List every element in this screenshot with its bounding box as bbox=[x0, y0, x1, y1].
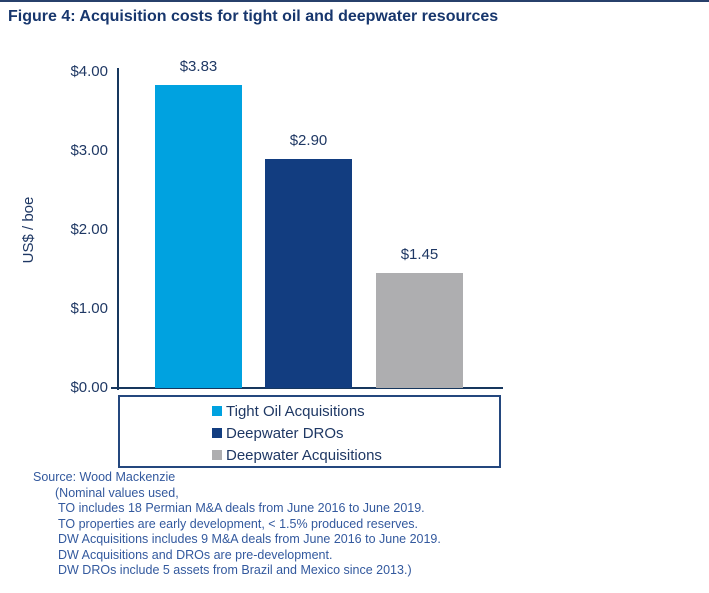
legend-swatch-icon bbox=[212, 450, 222, 460]
bar-value-label: $1.45 bbox=[400, 246, 439, 264]
legend-swatch-icon bbox=[212, 428, 222, 438]
y-tick-label: $1.00 bbox=[70, 300, 108, 317]
legend-item: Deepwater DROs bbox=[212, 422, 499, 444]
source-line: Source: Wood Mackenzie bbox=[33, 470, 176, 484]
note-line: (Nominal values used, bbox=[55, 485, 179, 500]
legend-item: Tight Oil Acquisitions bbox=[212, 400, 499, 422]
bar-value-label: $3.83 bbox=[179, 58, 218, 76]
note-line: DW Acquisitions includes 9 M&A deals fro… bbox=[58, 532, 441, 546]
y-axis-line bbox=[117, 68, 119, 390]
note-line: DW DROs include 5 assets from Brazil and… bbox=[58, 563, 412, 577]
y-tick-label: $2.00 bbox=[70, 221, 108, 238]
legend-items: Tight Oil Acquisitions Deepwater DROs Deep… bbox=[212, 400, 499, 466]
bar-tight-oil-acquisitions bbox=[155, 85, 242, 388]
legend: Tight Oil Acquisitions Deepwater DROs Deep… bbox=[118, 395, 501, 468]
top-border-line bbox=[0, 0, 709, 2]
bar-deepwater-dros bbox=[265, 158, 352, 388]
legend-label: Tight Oil Acquisitions bbox=[226, 402, 365, 420]
source-notes: Source: Wood Mackenzie (Nominal values u… bbox=[33, 470, 693, 579]
bar-value-label: $2.90 bbox=[289, 131, 328, 149]
note-line: TO includes 18 Permian M&A deals from Ju… bbox=[58, 501, 425, 515]
y-tick-label: $4.00 bbox=[70, 63, 108, 80]
x-axis-line bbox=[111, 387, 503, 389]
figure-title: Figure 4: Acquisition costs for tight oi… bbox=[8, 8, 499, 25]
legend-label: Deepwater Acquisitions bbox=[226, 446, 382, 464]
note-line: DW Acquisitions and DROs are pre-develop… bbox=[58, 547, 333, 562]
y-tick-label: $0.00 bbox=[70, 379, 108, 396]
note-line: TO properties are early development, < 1… bbox=[58, 516, 419, 531]
y-tick-label: $3.00 bbox=[70, 142, 108, 159]
y-axis-title: US$ / boe bbox=[20, 196, 37, 264]
bar-deepwater-acquisitions bbox=[376, 273, 463, 388]
legend-swatch-icon bbox=[212, 406, 222, 416]
legend-label: Deepwater DROs bbox=[226, 424, 344, 442]
legend-item: Deepwater Acquisitions bbox=[212, 444, 499, 466]
